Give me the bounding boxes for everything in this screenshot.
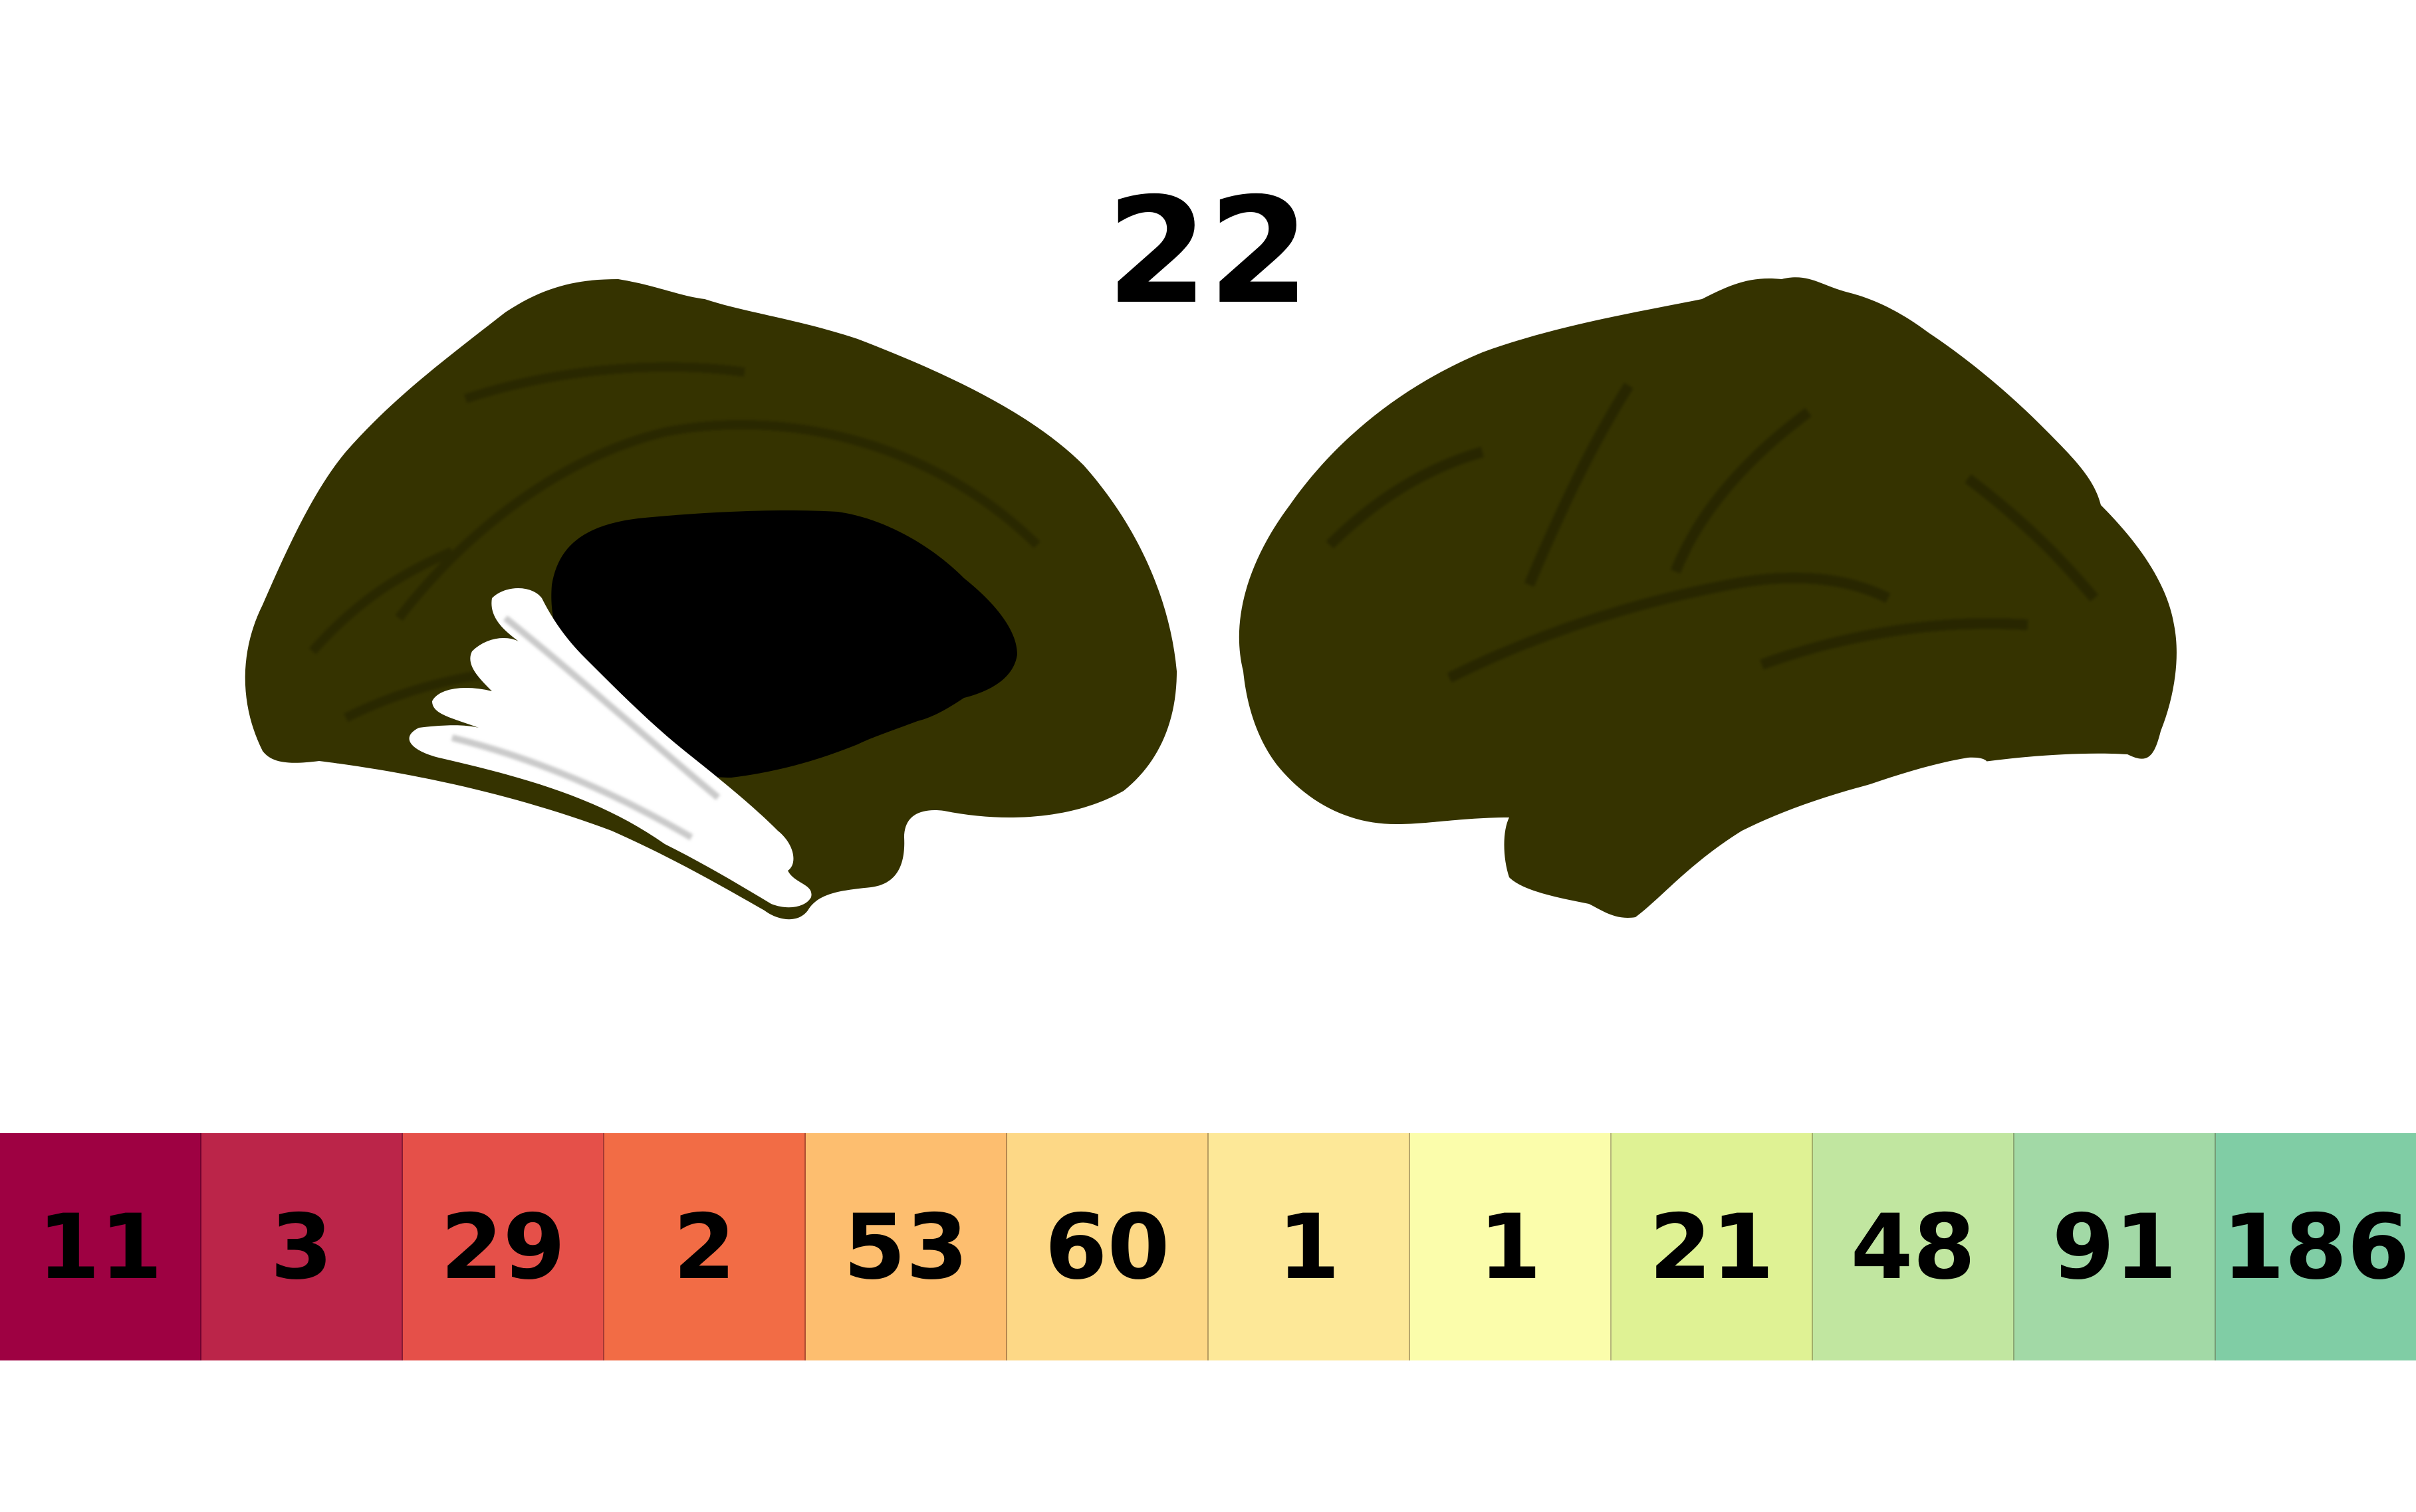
- lateral-cortex-surface: [1239, 277, 2177, 918]
- unlabeled-region-lateral: [1842, 757, 1988, 801]
- legend-count: 29: [440, 1194, 566, 1299]
- legend-count: 1: [1277, 1194, 1340, 1299]
- lateral-sulcus-shading: [1326, 382, 2099, 683]
- legend-count: 11: [37, 1194, 163, 1299]
- legend-count: 1: [1479, 1194, 1542, 1299]
- color-legend: 11 3 29 2 53 60 1 1 21 48 91 186: [0, 1133, 2416, 1360]
- legend-cell: 11: [0, 1133, 201, 1360]
- legend-count: 2: [673, 1194, 736, 1299]
- legend-cell: 2: [604, 1133, 806, 1360]
- brain-surfaces: [245, 277, 2177, 920]
- legend-cell: 1: [1209, 1133, 1410, 1360]
- legend-cell: 1: [1410, 1133, 1612, 1360]
- legend-count: 21: [1649, 1194, 1774, 1299]
- legend-count: 3: [270, 1194, 333, 1299]
- legend-cell: 186: [2216, 1133, 2416, 1360]
- left-hemisphere-medial: [245, 279, 1177, 920]
- unlabeled-ridge-shading: [451, 615, 721, 841]
- right-hemisphere-lateral: [1239, 277, 2177, 918]
- legend-count: 60: [1044, 1194, 1170, 1299]
- medial-wall: [551, 510, 1017, 778]
- legend-count: 186: [2222, 1194, 2410, 1299]
- figure-title: 22: [1106, 166, 1310, 336]
- unlabeled-region-medial: [409, 588, 812, 908]
- legend-cell: 60: [1007, 1133, 1209, 1360]
- legend-cell: 48: [1813, 1133, 2014, 1360]
- legend-cell: 29: [403, 1133, 604, 1360]
- medial-sulcus-shading: [308, 362, 1040, 722]
- legend-cell: 3: [201, 1133, 403, 1360]
- legend-count: 48: [1850, 1194, 1976, 1299]
- legend-cell: 53: [806, 1133, 1007, 1360]
- legend-count: 91: [2052, 1194, 2177, 1299]
- legend-count: 53: [843, 1194, 969, 1299]
- legend-cell: 21: [1612, 1133, 1813, 1360]
- legend-cell: 91: [2014, 1133, 2216, 1360]
